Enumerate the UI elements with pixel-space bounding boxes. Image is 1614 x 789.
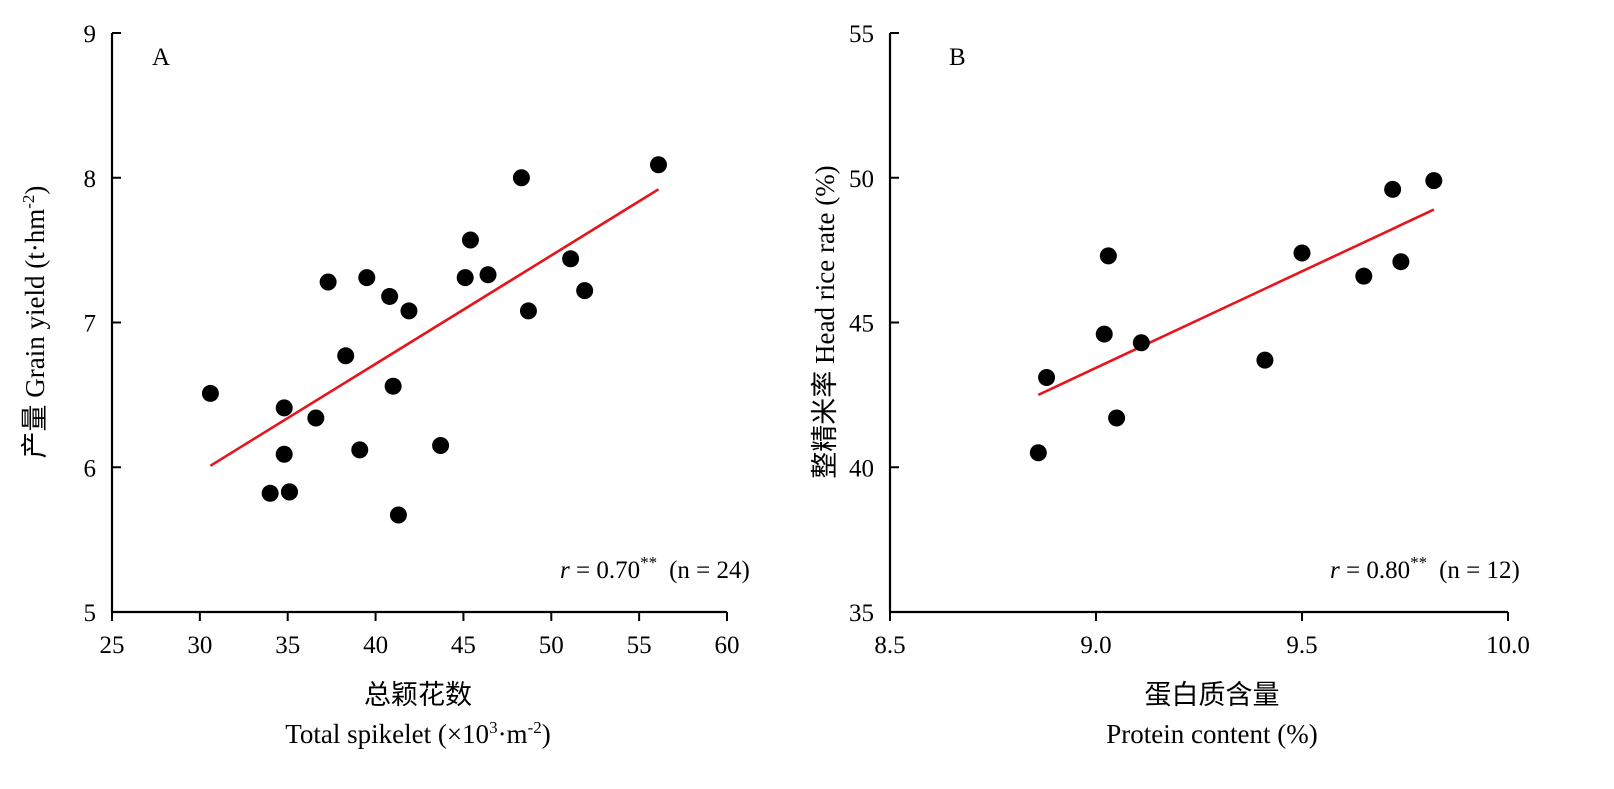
panel-a-data-point (479, 266, 497, 284)
panel-a-data-point (512, 169, 530, 187)
panel-a-data-point (307, 409, 325, 427)
panel-a-data-point (432, 437, 450, 455)
panel-a: A 产量 Grain yield (t·hm-2) 总颖花数 Total spi… (19, 21, 750, 749)
panel-b-y-tick-label: 50 (849, 166, 874, 193)
panel-b-data-point (1355, 267, 1373, 285)
panel-a-data-point (280, 483, 298, 501)
panel-b-x-tick-label: 9.5 (1286, 632, 1317, 659)
panel-a-data-point (461, 231, 479, 249)
panel-a-x-tick-label: 55 (627, 632, 652, 659)
panel-a-r-annotation: r = 0.70** (n = 24) (560, 553, 750, 584)
panel-b-data-point (1384, 180, 1402, 198)
panel-a-data-point (456, 269, 474, 287)
panel-a-label: A (152, 44, 170, 71)
panel-a-data-point (319, 273, 337, 291)
panel-a-y-tick-label: 6 (84, 455, 97, 482)
panel-b-data-point (1029, 444, 1047, 462)
panel-b-data-point (1108, 409, 1126, 427)
panel-a-data-point (337, 347, 355, 365)
panel-a-y-tick-label: 8 (84, 166, 97, 193)
panel-b-x-axis-title-en: Protein content (%) (1106, 719, 1317, 749)
panel-a-y-tick-label: 5 (84, 600, 97, 627)
panel-b-y-axis-title: 整精米率 Head rice rate (%) (810, 165, 840, 478)
panel-b-data-point (1132, 334, 1150, 352)
panel-a-x-axis-title-en: Total spikelet (×103·m-2) (285, 718, 550, 749)
panel-b-regression-line (1037, 208, 1435, 397)
panel-a-data-point (649, 156, 667, 174)
panel-a-data-point (275, 399, 293, 417)
panel-a-y-tick-label: 9 (84, 21, 97, 48)
panel-b-label: B (949, 44, 966, 71)
panel-a-x-axis-title-cn: 总颖花数 (364, 680, 472, 710)
panel-a-x-tick-label: 50 (539, 632, 564, 659)
panel-b-data-point (1099, 247, 1117, 265)
panel-a-regression-line (209, 188, 660, 467)
panel-a-x-tick-label: 35 (275, 632, 300, 659)
panel-a-data-point (384, 377, 402, 395)
panel-b: B 整精米率 Head rice rate (%) 蛋白质含量 Protein … (810, 21, 1530, 749)
panel-b-y-tick-label: 35 (849, 600, 874, 627)
panel-a-data-point (562, 250, 580, 268)
panel-a-x-tick-label: 25 (100, 632, 125, 659)
panel-b-x-tick-label: 8.5 (874, 632, 905, 659)
panel-a-data-point (261, 484, 279, 502)
panel-a-data-point (381, 287, 399, 305)
panel-b-y-tick-label: 55 (849, 21, 874, 48)
panel-a-data-point (400, 302, 418, 320)
panel-b-y-tick-label: 45 (849, 311, 874, 338)
panel-b-y-tick-label: 40 (849, 455, 874, 482)
panel-b-data-point (1392, 253, 1410, 271)
panel-a-x-tick-label: 40 (363, 632, 388, 659)
panel-a-x-tick-label: 60 (715, 632, 740, 659)
panel-b-data-point (1095, 325, 1113, 343)
panel-a-data-point (576, 282, 594, 300)
panel-a-x-tick-label: 30 (187, 632, 212, 659)
panel-a-y-tick-label: 7 (84, 311, 97, 338)
panel-b-x-tick-label: 10.0 (1486, 632, 1530, 659)
panel-a-data-point (389, 506, 407, 524)
panel-a-data-point (201, 384, 219, 402)
panel-b-r-annotation: r = 0.80** (n = 12) (1330, 553, 1520, 584)
panel-b-x-tick-label: 9.0 (1080, 632, 1111, 659)
panel-a-data-point (351, 441, 369, 459)
panel-a-x-tick-label: 45 (451, 632, 476, 659)
panel-b-data-point (1256, 351, 1274, 369)
panel-a-data-point (275, 445, 293, 463)
panel-b-x-axis-title-cn: 蛋白质含量 (1145, 680, 1280, 710)
panel-b-data-point (1293, 244, 1311, 262)
panel-b-data-point (1425, 172, 1443, 190)
panel-a-y-axis-title: 产量 Grain yield (t·hm-2) (19, 186, 50, 459)
panel-a-data-point (519, 302, 537, 320)
panel-a-data-point (358, 269, 376, 287)
panel-b-data-point (1038, 369, 1056, 387)
